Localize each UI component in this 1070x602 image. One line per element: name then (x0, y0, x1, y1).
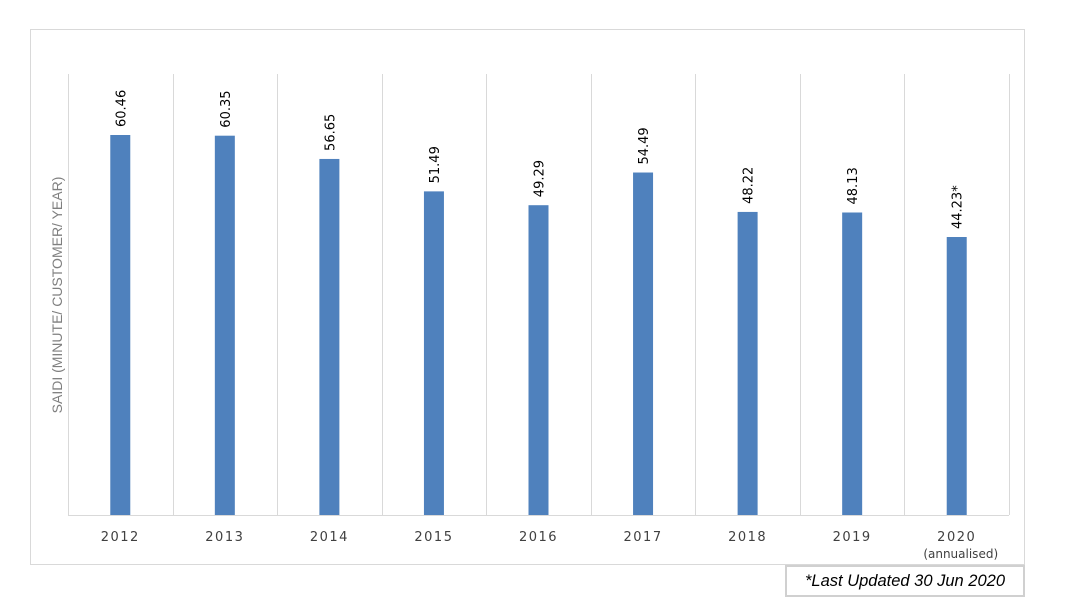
y-axis-label: SAIDI (MINUTE/ CUSTOMER/ YEAR) (49, 177, 65, 414)
x-tick-label-2016: 2016 (519, 530, 558, 545)
data-label-2014: 56.65 (323, 114, 338, 151)
x-tick-label-2014: 2014 (310, 530, 349, 545)
bar-2016 (528, 205, 549, 516)
x-tick-label-2017: 2017 (624, 530, 663, 545)
bar-layer (110, 135, 967, 516)
data-label-2019: 48.13 (846, 167, 861, 204)
data-label-2016: 49.29 (533, 160, 548, 197)
bar-2014 (319, 158, 340, 515)
bar-2012 (110, 135, 131, 515)
x-tick-label-2015: 2015 (414, 530, 453, 545)
x-tick-sublabel-2020: (annualised) (923, 547, 998, 561)
x-tick-label-2019: 2019 (833, 530, 872, 545)
data-label-2020: 44.23* (951, 185, 966, 229)
data-label-2018: 48.22 (742, 167, 757, 204)
bar-2017 (633, 172, 654, 515)
data-label-2017: 54.49 (637, 127, 652, 164)
x-tick-label-2018: 2018 (728, 530, 767, 545)
data-label-2012: 60.46 (114, 90, 129, 127)
x-tick-label-2012: 2012 (101, 530, 140, 545)
bar-2018 (737, 211, 758, 515)
grid-layer (68, 74, 1010, 516)
bar-2019 (842, 212, 863, 516)
x-tick-label-2013: 2013 (205, 530, 244, 545)
x-tick-label-2020: 2020 (937, 530, 976, 545)
bar-2015 (423, 191, 444, 515)
data-label-2015: 51.49 (428, 146, 443, 183)
label-layer: 60.46 2012 60.35 2013 56.65 2014 51.49 2015 49.2… (101, 90, 998, 561)
bar-2020 (946, 237, 967, 515)
bar-2013 (214, 135, 235, 516)
data-label-2013: 60.35 (219, 90, 234, 127)
last-updated-note: *Last Updated 30 Jun 2020 (785, 565, 1025, 597)
